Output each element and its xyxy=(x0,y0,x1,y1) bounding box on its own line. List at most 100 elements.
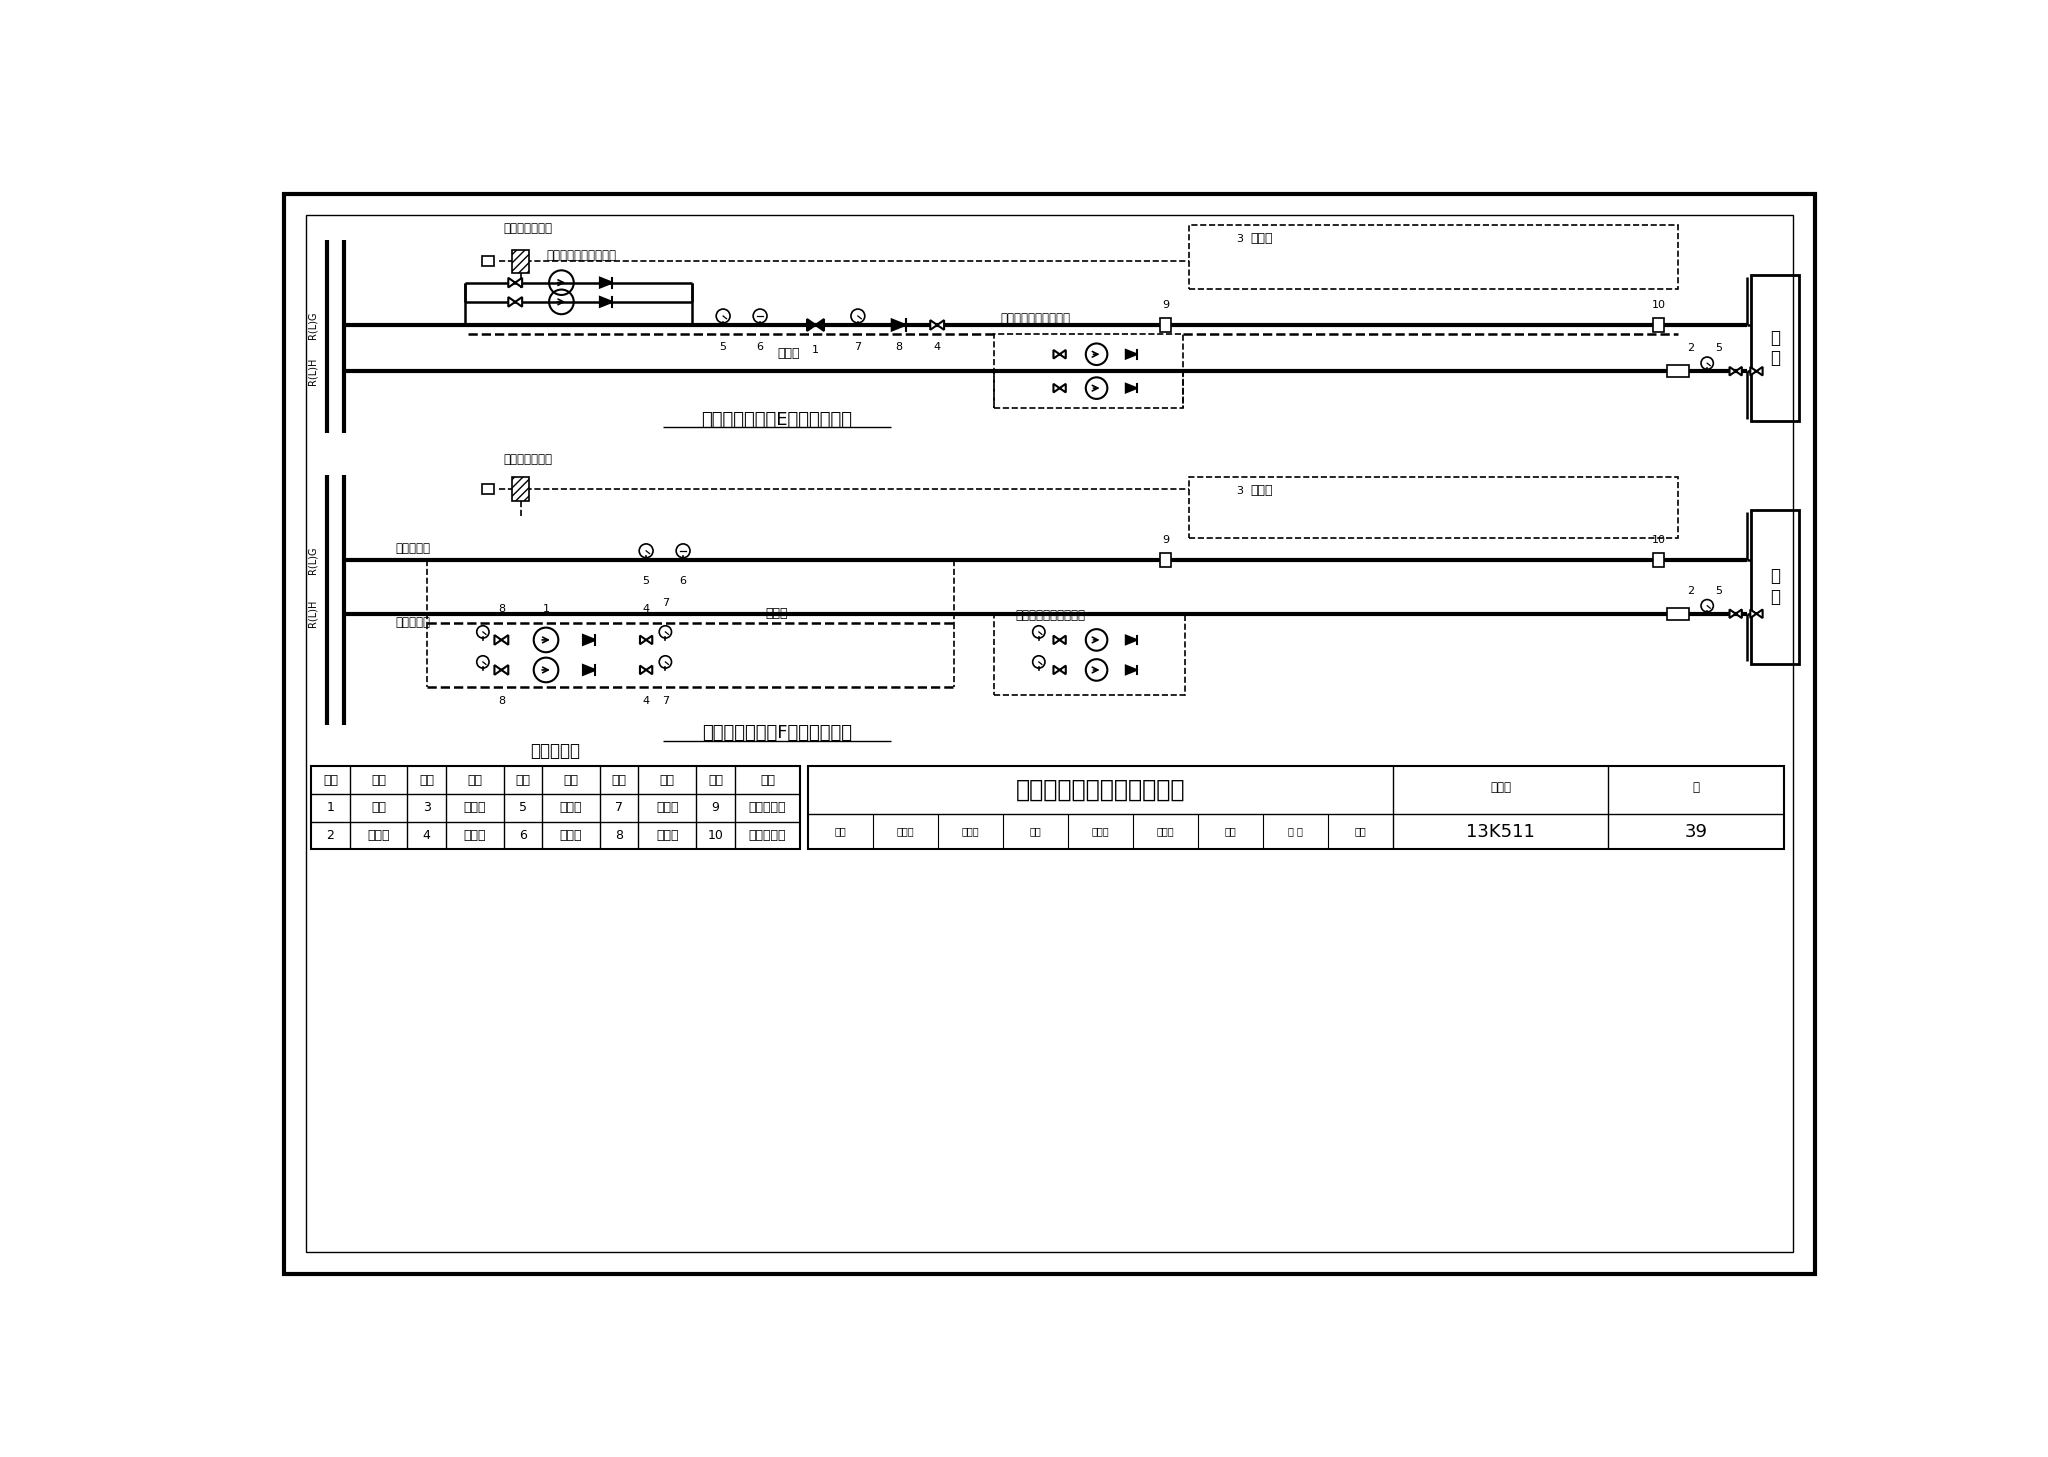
Text: 用
户: 用 户 xyxy=(1769,329,1780,367)
Text: 4: 4 xyxy=(934,341,940,351)
Bar xyxy=(1751,275,1798,421)
Text: 管网回水管: 管网回水管 xyxy=(395,616,430,629)
Text: 2: 2 xyxy=(326,829,334,842)
Text: 编号: 编号 xyxy=(516,774,530,787)
Text: 9: 9 xyxy=(711,801,719,814)
Bar xyxy=(1190,476,1677,538)
Text: R(L)G: R(L)G xyxy=(307,312,317,338)
Text: 名称: 名称 xyxy=(760,774,774,787)
Text: 控制柜: 控制柜 xyxy=(1251,484,1274,497)
Bar xyxy=(1190,224,1677,288)
Polygon shape xyxy=(930,321,944,329)
Text: 7: 7 xyxy=(854,341,862,351)
Text: 2: 2 xyxy=(1688,342,1694,353)
Text: 多级混水泵系统E型工作原理图: 多级混水泵系统E型工作原理图 xyxy=(702,411,852,428)
Polygon shape xyxy=(1751,609,1763,618)
Text: 过滤器: 过滤器 xyxy=(559,801,582,814)
Bar xyxy=(1161,318,1171,332)
Bar xyxy=(512,478,528,501)
Text: R(L)G: R(L)G xyxy=(307,546,317,574)
Bar xyxy=(481,484,494,494)
Text: 庐直: 庐直 xyxy=(1354,826,1366,836)
Text: 39: 39 xyxy=(1686,823,1708,841)
Text: 5: 5 xyxy=(643,577,649,586)
Bar xyxy=(1653,552,1665,567)
Text: 13K511: 13K511 xyxy=(1466,823,1536,841)
Polygon shape xyxy=(1053,383,1065,392)
Polygon shape xyxy=(1053,635,1065,644)
Text: 6: 6 xyxy=(756,341,764,351)
Text: 温度计: 温度计 xyxy=(559,829,582,842)
Polygon shape xyxy=(584,635,596,645)
Text: 冷水泵或热水备用水泵: 冷水泵或热水备用水泵 xyxy=(547,249,616,262)
Text: 3: 3 xyxy=(1235,233,1243,243)
Text: 7: 7 xyxy=(662,597,670,608)
Text: 6: 6 xyxy=(518,829,526,842)
Text: R(L)H: R(L)H xyxy=(307,357,317,385)
Text: 1: 1 xyxy=(326,801,334,814)
Text: 名称: 名称 xyxy=(371,774,385,787)
Text: 8: 8 xyxy=(895,341,903,351)
Text: 2: 2 xyxy=(1688,586,1694,596)
Text: 多级混水泵系统F型工作原理图: 多级混水泵系统F型工作原理图 xyxy=(702,724,852,742)
Text: 唐 燕: 唐 燕 xyxy=(1288,826,1303,836)
Text: 截止阀: 截止阀 xyxy=(463,829,485,842)
Text: 8: 8 xyxy=(614,829,623,842)
Polygon shape xyxy=(1126,666,1137,675)
Text: 10: 10 xyxy=(707,829,723,842)
Text: 压力传感器: 压力传感器 xyxy=(750,829,786,842)
Text: 冷水泵或热水备用水泵: 冷水泵或热水备用水泵 xyxy=(1016,609,1085,622)
Polygon shape xyxy=(891,319,905,331)
Text: 温度传感器: 温度传感器 xyxy=(750,801,786,814)
Text: 编号: 编号 xyxy=(324,774,338,787)
Text: 名称对照表: 名称对照表 xyxy=(530,742,582,759)
Text: 室外温度传感器: 室外温度传感器 xyxy=(504,223,553,235)
Text: 昆昵昽: 昆昵昽 xyxy=(963,826,979,836)
Text: 3: 3 xyxy=(422,801,430,814)
Polygon shape xyxy=(494,635,508,645)
Polygon shape xyxy=(600,297,612,307)
Text: 名称: 名称 xyxy=(659,774,674,787)
Polygon shape xyxy=(639,635,651,644)
Text: 室外温度传感器: 室外温度传感器 xyxy=(504,453,553,466)
Text: 谢晓莉: 谢晓莉 xyxy=(1092,826,1110,836)
Text: 5: 5 xyxy=(719,341,727,351)
Text: 6: 6 xyxy=(680,577,686,586)
Polygon shape xyxy=(508,297,522,307)
Text: 5: 5 xyxy=(1716,586,1722,596)
Text: 能量计: 能量计 xyxy=(367,829,389,842)
Text: 控制柜: 控制柜 xyxy=(463,801,485,814)
Text: 吕现昭: 吕现昭 xyxy=(897,826,913,836)
Text: 5: 5 xyxy=(1716,342,1722,353)
Text: 控制柜: 控制柜 xyxy=(1251,232,1274,245)
Text: 名称: 名称 xyxy=(467,774,481,787)
Text: 5: 5 xyxy=(518,801,526,814)
Text: 1: 1 xyxy=(811,345,819,354)
Polygon shape xyxy=(1126,635,1137,644)
Text: 压力表: 压力表 xyxy=(655,801,678,814)
Text: 邻电气: 邻电气 xyxy=(1157,826,1174,836)
Bar xyxy=(311,766,801,849)
Polygon shape xyxy=(807,319,823,331)
Bar xyxy=(1667,608,1690,619)
Bar xyxy=(993,615,1186,695)
Text: 4: 4 xyxy=(643,605,649,613)
Text: R(L)H: R(L)H xyxy=(307,600,317,628)
Polygon shape xyxy=(1126,383,1137,392)
Text: 7: 7 xyxy=(614,801,623,814)
Text: 8: 8 xyxy=(498,605,506,613)
Text: 10: 10 xyxy=(1651,300,1665,310)
Text: 3: 3 xyxy=(1235,485,1243,495)
Text: 名称: 名称 xyxy=(563,774,578,787)
Text: 审核: 审核 xyxy=(834,826,846,836)
Text: 1: 1 xyxy=(543,605,549,613)
Polygon shape xyxy=(1751,367,1763,376)
Text: 页: 页 xyxy=(1692,781,1700,794)
Bar xyxy=(1751,510,1798,664)
Text: 校对: 校对 xyxy=(1030,826,1040,836)
Text: 设计: 设计 xyxy=(1225,826,1237,836)
Polygon shape xyxy=(584,664,596,675)
Text: 图集号: 图集号 xyxy=(1491,781,1511,794)
Polygon shape xyxy=(1729,609,1743,618)
Text: 4: 4 xyxy=(422,829,430,842)
